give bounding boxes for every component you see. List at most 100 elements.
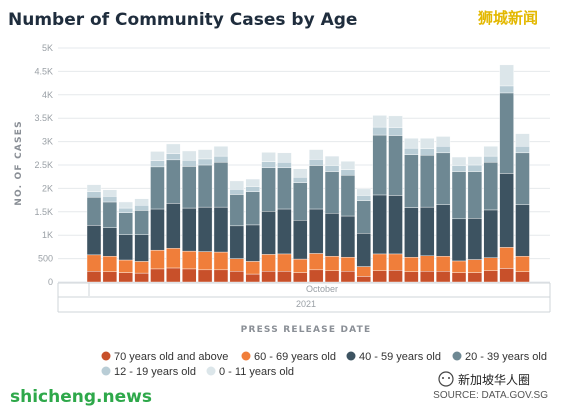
bar-segment xyxy=(102,201,118,228)
bar-segment xyxy=(166,159,181,204)
bar-segment xyxy=(118,272,133,283)
bar-segment xyxy=(229,225,245,259)
legend-swatch xyxy=(452,351,462,361)
bar-segment xyxy=(182,250,197,270)
bar-segment xyxy=(308,269,324,283)
bar-segment xyxy=(372,126,387,136)
legend-swatch xyxy=(346,351,356,361)
bar-segment xyxy=(293,168,308,178)
bar-segment xyxy=(182,160,197,167)
bar-segment xyxy=(499,85,514,94)
bar-segment xyxy=(150,151,165,161)
bar-segment xyxy=(213,269,229,283)
y-tick-label: 4K xyxy=(42,90,53,100)
bar-segment xyxy=(324,212,340,257)
bar-segment xyxy=(229,271,245,283)
bar-segment xyxy=(197,251,213,271)
bar-segment xyxy=(118,234,133,261)
bar-segment xyxy=(277,167,292,210)
bar-segment xyxy=(229,189,245,195)
bar-segment xyxy=(451,165,467,172)
x-axis-label: PRESS RELEASE DATE xyxy=(241,325,372,335)
y-tick-label: 3K xyxy=(42,137,53,147)
bar-segment xyxy=(324,165,340,172)
wechat-badge: 新加坡华人圈 xyxy=(438,371,530,387)
bar-segment xyxy=(86,184,102,192)
bar-segment xyxy=(420,271,435,283)
bar-segment xyxy=(261,152,276,162)
bar-segment xyxy=(324,256,340,271)
wechat-icon xyxy=(438,371,454,387)
bar-segment xyxy=(261,167,276,212)
bar-segment xyxy=(499,64,514,87)
bar-segment xyxy=(308,159,324,166)
legend-label: 12 - 19 years old xyxy=(114,366,196,378)
bar-segment xyxy=(134,261,149,274)
bar-segment xyxy=(245,273,260,283)
bar-segment xyxy=(404,147,419,155)
bar-segment xyxy=(388,127,403,136)
bar-segment xyxy=(388,195,403,255)
bar-segment xyxy=(435,136,451,147)
bar-segment xyxy=(435,204,451,257)
bar-segment xyxy=(340,169,356,176)
bar-segment xyxy=(277,161,292,169)
bar-segment xyxy=(197,149,213,160)
bar-segment xyxy=(150,160,165,168)
bar-segment xyxy=(102,196,118,203)
y-tick-label: 3.5K xyxy=(34,113,53,123)
bar-segment xyxy=(166,153,181,161)
bar-segment xyxy=(213,206,229,253)
bar-segment xyxy=(483,161,498,211)
bar-segment xyxy=(420,154,435,208)
legend-swatch xyxy=(101,366,111,376)
y-tick-label: 500 xyxy=(38,254,53,264)
bar-segment xyxy=(324,270,340,283)
bar-segment xyxy=(515,204,530,257)
bar-segment xyxy=(388,135,403,196)
bar-segment xyxy=(340,257,356,272)
bar-segment xyxy=(134,272,149,283)
bar-segment xyxy=(515,256,530,272)
bar-segment xyxy=(293,272,308,283)
bar-segment xyxy=(435,271,451,283)
bar-segment xyxy=(499,92,514,174)
bar-segment xyxy=(86,225,102,256)
bar-segment xyxy=(245,224,260,262)
bar-segment xyxy=(388,115,403,128)
bar-segment xyxy=(451,218,467,262)
bar-segment xyxy=(356,188,371,196)
bar-segment xyxy=(404,138,419,149)
bar-segment xyxy=(499,247,514,269)
bar-segment xyxy=(467,156,483,166)
bar-segment xyxy=(356,195,371,201)
bar-segment xyxy=(483,155,498,163)
bar-segment xyxy=(245,191,260,226)
bar-segment xyxy=(404,271,419,283)
legend-label: 0 - 11 years old xyxy=(219,366,294,378)
bar-segment xyxy=(293,220,308,260)
bar-segment xyxy=(451,272,467,283)
bar-segment xyxy=(277,208,292,255)
bar-segment xyxy=(515,271,530,283)
bar-segment xyxy=(150,166,165,210)
bar-segment xyxy=(277,152,292,163)
legend: 70 years old and above 60 - 69 years old 4… xyxy=(101,351,547,378)
bar-segment xyxy=(340,175,356,217)
bar-segment xyxy=(150,249,165,270)
bar-segment xyxy=(118,201,133,209)
bar-segment xyxy=(166,248,181,269)
bar-segment xyxy=(372,194,387,255)
bar-segment xyxy=(483,257,498,271)
legend-label: 40 - 59 years old xyxy=(359,351,441,363)
legend-label: 70 years old and above xyxy=(114,351,228,363)
bar-segment xyxy=(86,191,102,198)
bar-segment xyxy=(213,251,229,271)
bar-segment xyxy=(86,271,102,283)
bar-segment xyxy=(102,256,118,272)
x-month-label: October xyxy=(306,284,338,294)
source-label: SOURCE: DATA.GOV.SG xyxy=(433,390,548,401)
bar-segment xyxy=(86,254,102,272)
bar-segment xyxy=(118,212,133,235)
bar-segment xyxy=(261,161,276,169)
